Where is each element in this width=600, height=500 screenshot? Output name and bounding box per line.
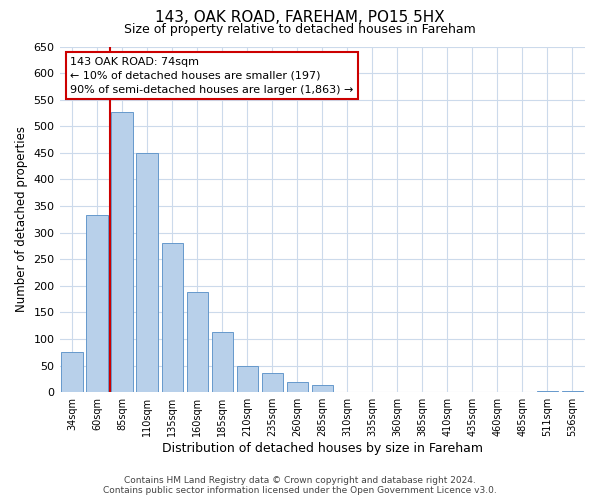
Bar	[236, 366, 258, 392]
Text: 143, OAK ROAD, FAREHAM, PO15 5HX: 143, OAK ROAD, FAREHAM, PO15 5HX	[155, 10, 445, 25]
Bar	[537, 391, 558, 392]
Bar	[311, 386, 333, 392]
Bar	[562, 391, 583, 392]
Bar	[262, 373, 283, 392]
Bar	[187, 292, 208, 392]
Bar	[112, 112, 133, 392]
Bar	[86, 215, 108, 392]
Text: Size of property relative to detached houses in Fareham: Size of property relative to detached ho…	[124, 22, 476, 36]
Bar	[61, 352, 83, 392]
X-axis label: Distribution of detached houses by size in Fareham: Distribution of detached houses by size …	[162, 442, 483, 455]
Bar	[212, 332, 233, 392]
Text: 143 OAK ROAD: 74sqm
← 10% of detached houses are smaller (197)
90% of semi-detac: 143 OAK ROAD: 74sqm ← 10% of detached ho…	[70, 57, 353, 95]
Bar	[287, 382, 308, 392]
Bar	[161, 244, 183, 392]
Y-axis label: Number of detached properties: Number of detached properties	[15, 126, 28, 312]
Text: Contains HM Land Registry data © Crown copyright and database right 2024.
Contai: Contains HM Land Registry data © Crown c…	[103, 476, 497, 495]
Bar	[136, 153, 158, 392]
